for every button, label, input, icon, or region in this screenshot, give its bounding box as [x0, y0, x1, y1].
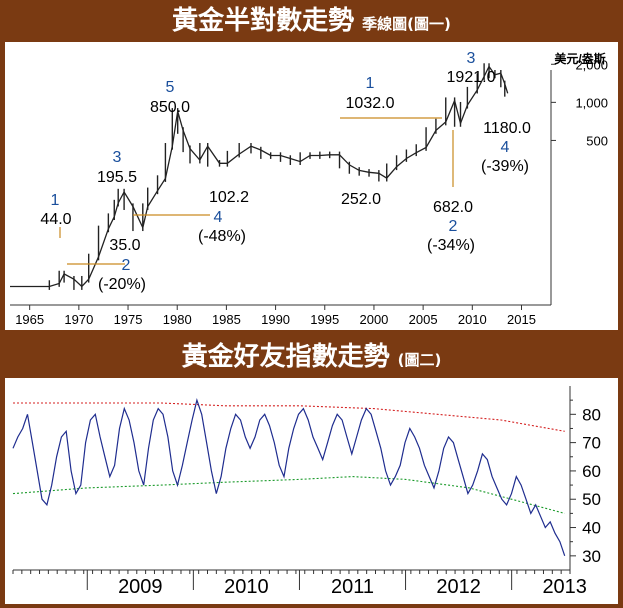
sentiment-index-line — [12, 398, 566, 556]
x-tick-label: 2011 — [331, 576, 374, 598]
wave-label: 2 — [122, 257, 131, 274]
chart2-title: 黃金好友指數走勢 — [181, 342, 390, 372]
wave-label: 1 — [366, 75, 375, 92]
x-tick-label: 1965 — [15, 312, 44, 327]
chart2-subtitle: (圖二) — [397, 351, 442, 369]
x-tick-label: 1985 — [212, 312, 241, 327]
chart1-svg: 1965 1970 1975 1980 1985 1990 1995 2000 2005 2010… — [10, 50, 608, 327]
x-tick-label: 2015 — [507, 312, 536, 327]
price-label: 35.0 — [109, 237, 140, 254]
chart1-title: 黃金半對數走勢 — [172, 6, 355, 36]
x-tick-label: 2000 — [359, 312, 388, 327]
price-label: 1032.0 — [346, 95, 395, 112]
wave-label: 1 — [51, 192, 60, 209]
change-label: (-48%) — [198, 228, 246, 245]
wave-label: 4 — [214, 209, 223, 226]
chart2-banner: 黃金好友指數走勢 (圖二) — [0, 337, 623, 377]
x-tick-label: 2010 — [458, 312, 487, 327]
wave-label: 5 — [166, 79, 175, 96]
y-tick-label: 30 — [582, 547, 601, 566]
change-label: (-34%) — [427, 237, 475, 254]
wave-label: 3 — [467, 50, 476, 67]
y-tick-label: 70 — [582, 434, 601, 453]
wave-label: 3 — [113, 149, 122, 166]
x-tick-label: 2005 — [409, 312, 438, 327]
chart1-subtitle: 季線圖(圖一) — [362, 15, 451, 33]
wave-label: 4 — [501, 139, 510, 156]
x-tick-label: 1970 — [64, 312, 93, 327]
price-label: 1921.0 — [447, 69, 496, 86]
chart1-panel: 1965 1970 1975 1980 1985 1990 1995 2000 2005 2010… — [5, 42, 618, 330]
price-label: 195.5 — [97, 169, 137, 186]
y-tick-label: 1,000 — [575, 95, 608, 110]
y-tick-label: 50 — [582, 490, 601, 509]
x-tick-label: 2009 — [118, 576, 163, 598]
price-label: 44.0 — [40, 211, 71, 228]
y-tick-label: 40 — [582, 519, 601, 538]
x-tick-label: 2012 — [436, 576, 481, 598]
change-label: (-20%) — [98, 276, 146, 293]
unit-label: 美元/盎斯 — [554, 51, 605, 66]
chart2-panel: 2009 2010 2011 2012 2013 80 70 60 50 40 30 — [5, 378, 618, 604]
x-tick-label: 2013 — [542, 576, 587, 598]
change-label: (-39%) — [481, 158, 529, 175]
price-label: 1180.0 — [483, 120, 531, 137]
y-tick-label: 2,000 — [575, 57, 608, 72]
price-label: 682.0 — [433, 199, 473, 216]
x-tick-label: 1980 — [163, 312, 192, 327]
y-tick-label: 500 — [586, 133, 608, 148]
price-label: 252.0 — [341, 191, 381, 208]
chart1-banner: 黃金半對數走勢 季線圖(圖一) — [0, 2, 623, 40]
x-tick-label: 1995 — [310, 312, 339, 327]
price-label: 102.2 — [209, 189, 249, 206]
y-tick-label: 80 — [582, 405, 601, 424]
chart2-svg: 2009 2010 2011 2012 2013 80 70 60 50 40 30 — [12, 386, 601, 598]
wave-label: 2 — [449, 218, 458, 235]
price-label: 850.0 — [150, 99, 190, 116]
x-tick-label: 1975 — [114, 312, 143, 327]
x-tick-label: 1990 — [261, 312, 290, 327]
x-tick-label: 2010 — [224, 576, 269, 598]
lower-bound-line — [12, 476, 565, 514]
y-tick-label: 60 — [582, 462, 601, 481]
